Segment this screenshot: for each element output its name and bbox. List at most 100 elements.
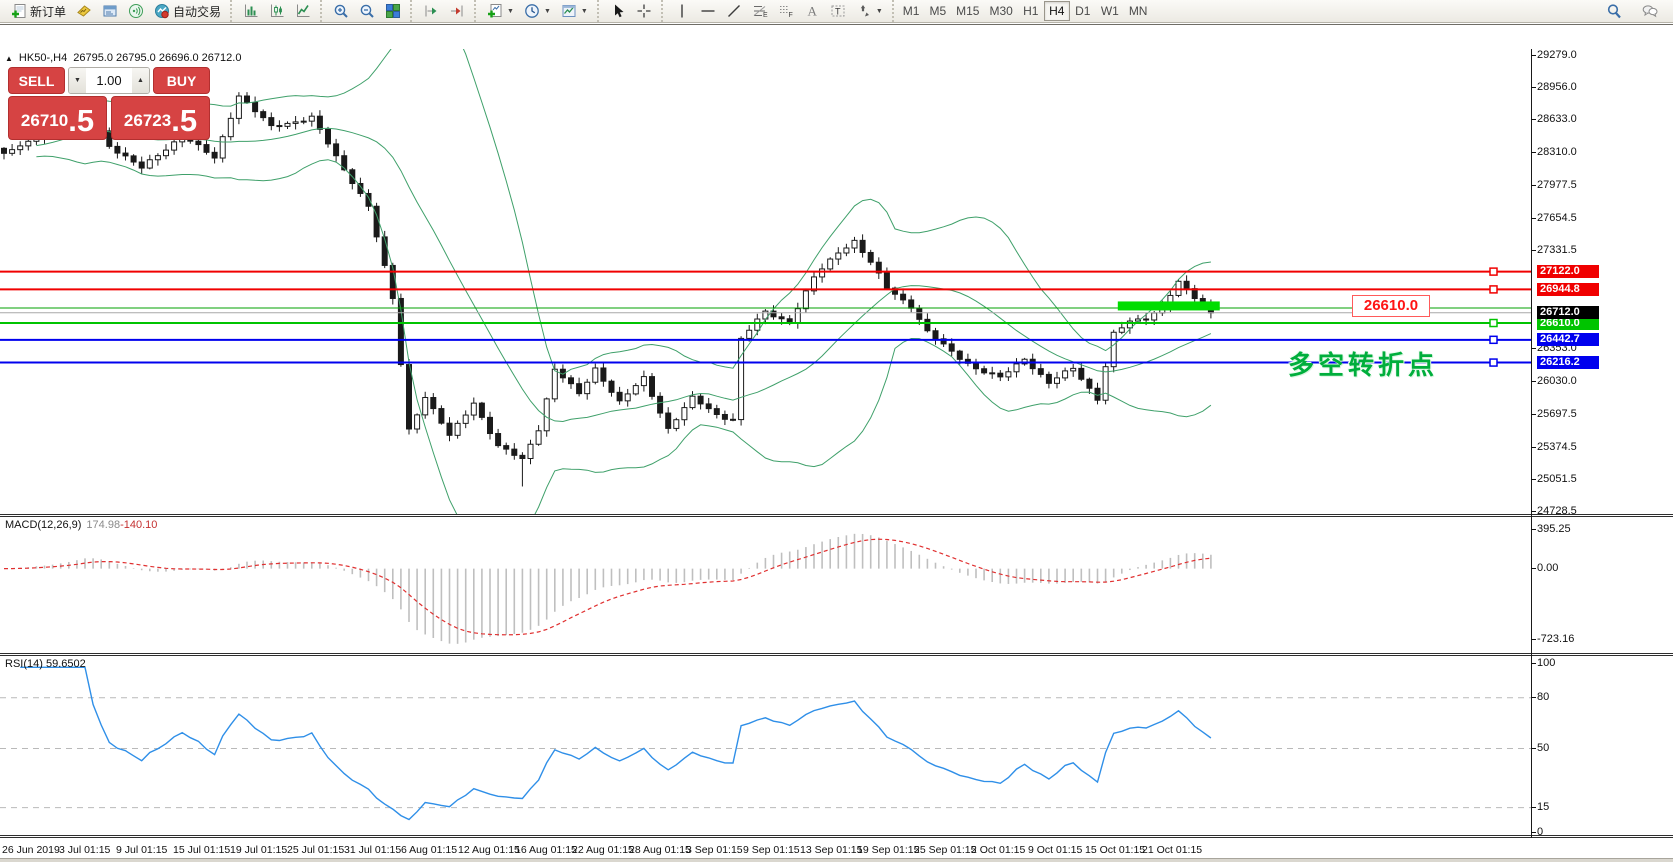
zoom-out-button[interactable]	[354, 1, 380, 21]
bollinger-lower-band	[36, 155, 1212, 514]
highlight-segment[interactable]	[1117, 301, 1220, 311]
auto-scroll-icon	[425, 5, 437, 17]
auto-scroll-button[interactable]	[418, 1, 444, 21]
toolbar-group	[596, 0, 661, 22]
rsi-name: RSI(14)	[5, 658, 43, 670]
chart-ticket-icon	[77, 5, 91, 17]
candle-body	[649, 376, 655, 397]
tile-windows-button[interactable]	[380, 1, 406, 21]
chart-shift-button[interactable]	[444, 1, 470, 21]
candle-body	[171, 141, 178, 151]
timeframe-w1-button[interactable]: W1	[1096, 1, 1124, 21]
timeframe-d1-button[interactable]: D1	[1070, 1, 1096, 21]
candle-body	[9, 149, 16, 154]
chat-button[interactable]	[1637, 1, 1663, 21]
pane-splitter-macd[interactable]	[0, 514, 1673, 517]
sell-button[interactable]: SELL	[8, 67, 65, 94]
candle-body	[843, 247, 850, 254]
pane-splitter-rsi[interactable]	[0, 653, 1673, 656]
timeframe-m5-button[interactable]: M5	[924, 1, 951, 21]
chevron-down-icon: ▼	[580, 7, 588, 15]
top-toolbar: 新订单 自动交易 ▼ ▼ ▼ E F A T ▼ M1 M5 M15 M30 H1 H4 D1 W1 MN	[0, 0, 1673, 23]
vertical-line-button[interactable]	[669, 1, 695, 21]
rsi-pane[interactable]	[0, 656, 1531, 835]
candle-body	[859, 239, 866, 253]
chart-symbol-period: HK50-,H4	[18, 52, 68, 64]
timeframe-m1-button[interactable]: M1	[898, 1, 925, 21]
line-handle[interactable]	[1489, 335, 1498, 345]
turning-point-annotation[interactable]: 多空转折点	[1288, 350, 1439, 380]
candle-body	[924, 318, 931, 332]
candle-body	[1054, 377, 1060, 384]
collapse-icon[interactable]: ▲	[5, 53, 13, 63]
buy-price-button[interactable]: 26723.5	[111, 96, 210, 140]
fibo-grid-button[interactable]: F	[773, 1, 799, 21]
volume-increase-button[interactable]: ▲	[132, 68, 149, 93]
candle-body	[462, 414, 469, 424]
line-handle[interactable]	[1489, 285, 1498, 294]
line-handle[interactable]	[1489, 267, 1498, 276]
candle-body	[802, 290, 809, 310]
candle-body	[1183, 280, 1190, 290]
buy-button[interactable]: BUY	[153, 67, 210, 94]
text-button[interactable]: A	[799, 1, 825, 21]
candle-body	[794, 308, 801, 324]
candle-body	[1070, 367, 1077, 372]
price-note-annotation[interactable]: 26610.0	[1352, 295, 1430, 317]
chat-icon	[1642, 5, 1658, 18]
bollinger-upper-band	[36, 49, 1211, 375]
text-label-button[interactable]: T	[825, 1, 851, 21]
shapes-button[interactable]: ▼	[851, 1, 888, 21]
signals-button[interactable]	[123, 1, 149, 21]
fibonacci-button[interactable]: E	[747, 1, 773, 21]
candlestick-chart-button[interactable]	[264, 1, 290, 21]
chart-window[interactable]: 29279.0 28956.0 28633.0 28310.0 27977.5 27654…	[0, 24, 1673, 862]
candle-body	[1062, 370, 1069, 379]
x-axis-date-label: 15 Jul 01:15	[173, 844, 231, 856]
indicators-button[interactable]: ▼	[482, 1, 519, 21]
timeframe-m15-button[interactable]: M15	[951, 1, 984, 21]
bars-chart-icon	[245, 4, 258, 17]
volume-decrease-button[interactable]: ▼	[69, 68, 86, 93]
candle-body	[600, 367, 607, 382]
line-handle[interactable]	[1489, 358, 1498, 367]
templates-button[interactable]: ▼	[556, 1, 593, 21]
candle-body	[527, 443, 534, 460]
timeframe-m30-button[interactable]: M30	[984, 1, 1017, 21]
price-chart-pane[interactable]	[0, 49, 1531, 514]
search-button[interactable]	[1601, 1, 1627, 21]
candle-body	[406, 364, 412, 430]
horizontal-line-button[interactable]	[695, 1, 721, 21]
new-order-button[interactable]: 新订单	[6, 1, 71, 21]
volume-value[interactable]: 1.00	[86, 68, 132, 93]
autotrading-button[interactable]: 自动交易	[149, 1, 226, 21]
candle-body	[154, 155, 161, 161]
x-axis-date-label: 9 Jul 01:15	[116, 844, 168, 856]
candle-body	[624, 393, 631, 402]
sell-price-button[interactable]: 26710.5	[8, 96, 107, 140]
y-axis-tick-label: 0.00	[1531, 562, 1627, 575]
macd-pane[interactable]	[0, 517, 1531, 653]
trendline-button[interactable]	[721, 1, 747, 21]
bars-chart-button[interactable]	[238, 1, 264, 21]
timeframe-h4-button[interactable]: H4	[1043, 1, 1070, 21]
line-chart-icon	[297, 4, 310, 17]
periods-button[interactable]: ▼	[519, 1, 556, 21]
timeframe-h1-button[interactable]: H1	[1018, 1, 1044, 21]
terminal-button[interactable]	[97, 1, 123, 21]
line-chart-button[interactable]	[290, 1, 316, 21]
y-axis-tick-label: 50	[1531, 742, 1627, 755]
cursor-button[interactable]	[605, 1, 631, 21]
line-handle[interactable]	[1489, 318, 1498, 328]
x-axis-date-label: 31 Jul 01:15	[344, 844, 402, 856]
svg-text:F: F	[788, 12, 792, 19]
chart-ticket-button[interactable]	[71, 1, 97, 21]
timeframe-mn-button[interactable]: MN	[1124, 1, 1153, 21]
candle-body	[219, 136, 226, 159]
zoom-in-button[interactable]	[328, 1, 354, 21]
timeframe-toolbar: M1 M5 M15 M30 H1 H4 D1 W1 MN	[891, 0, 1157, 22]
crosshair-button[interactable]	[631, 1, 657, 21]
candle-body	[195, 140, 202, 146]
candle-body	[713, 408, 720, 415]
